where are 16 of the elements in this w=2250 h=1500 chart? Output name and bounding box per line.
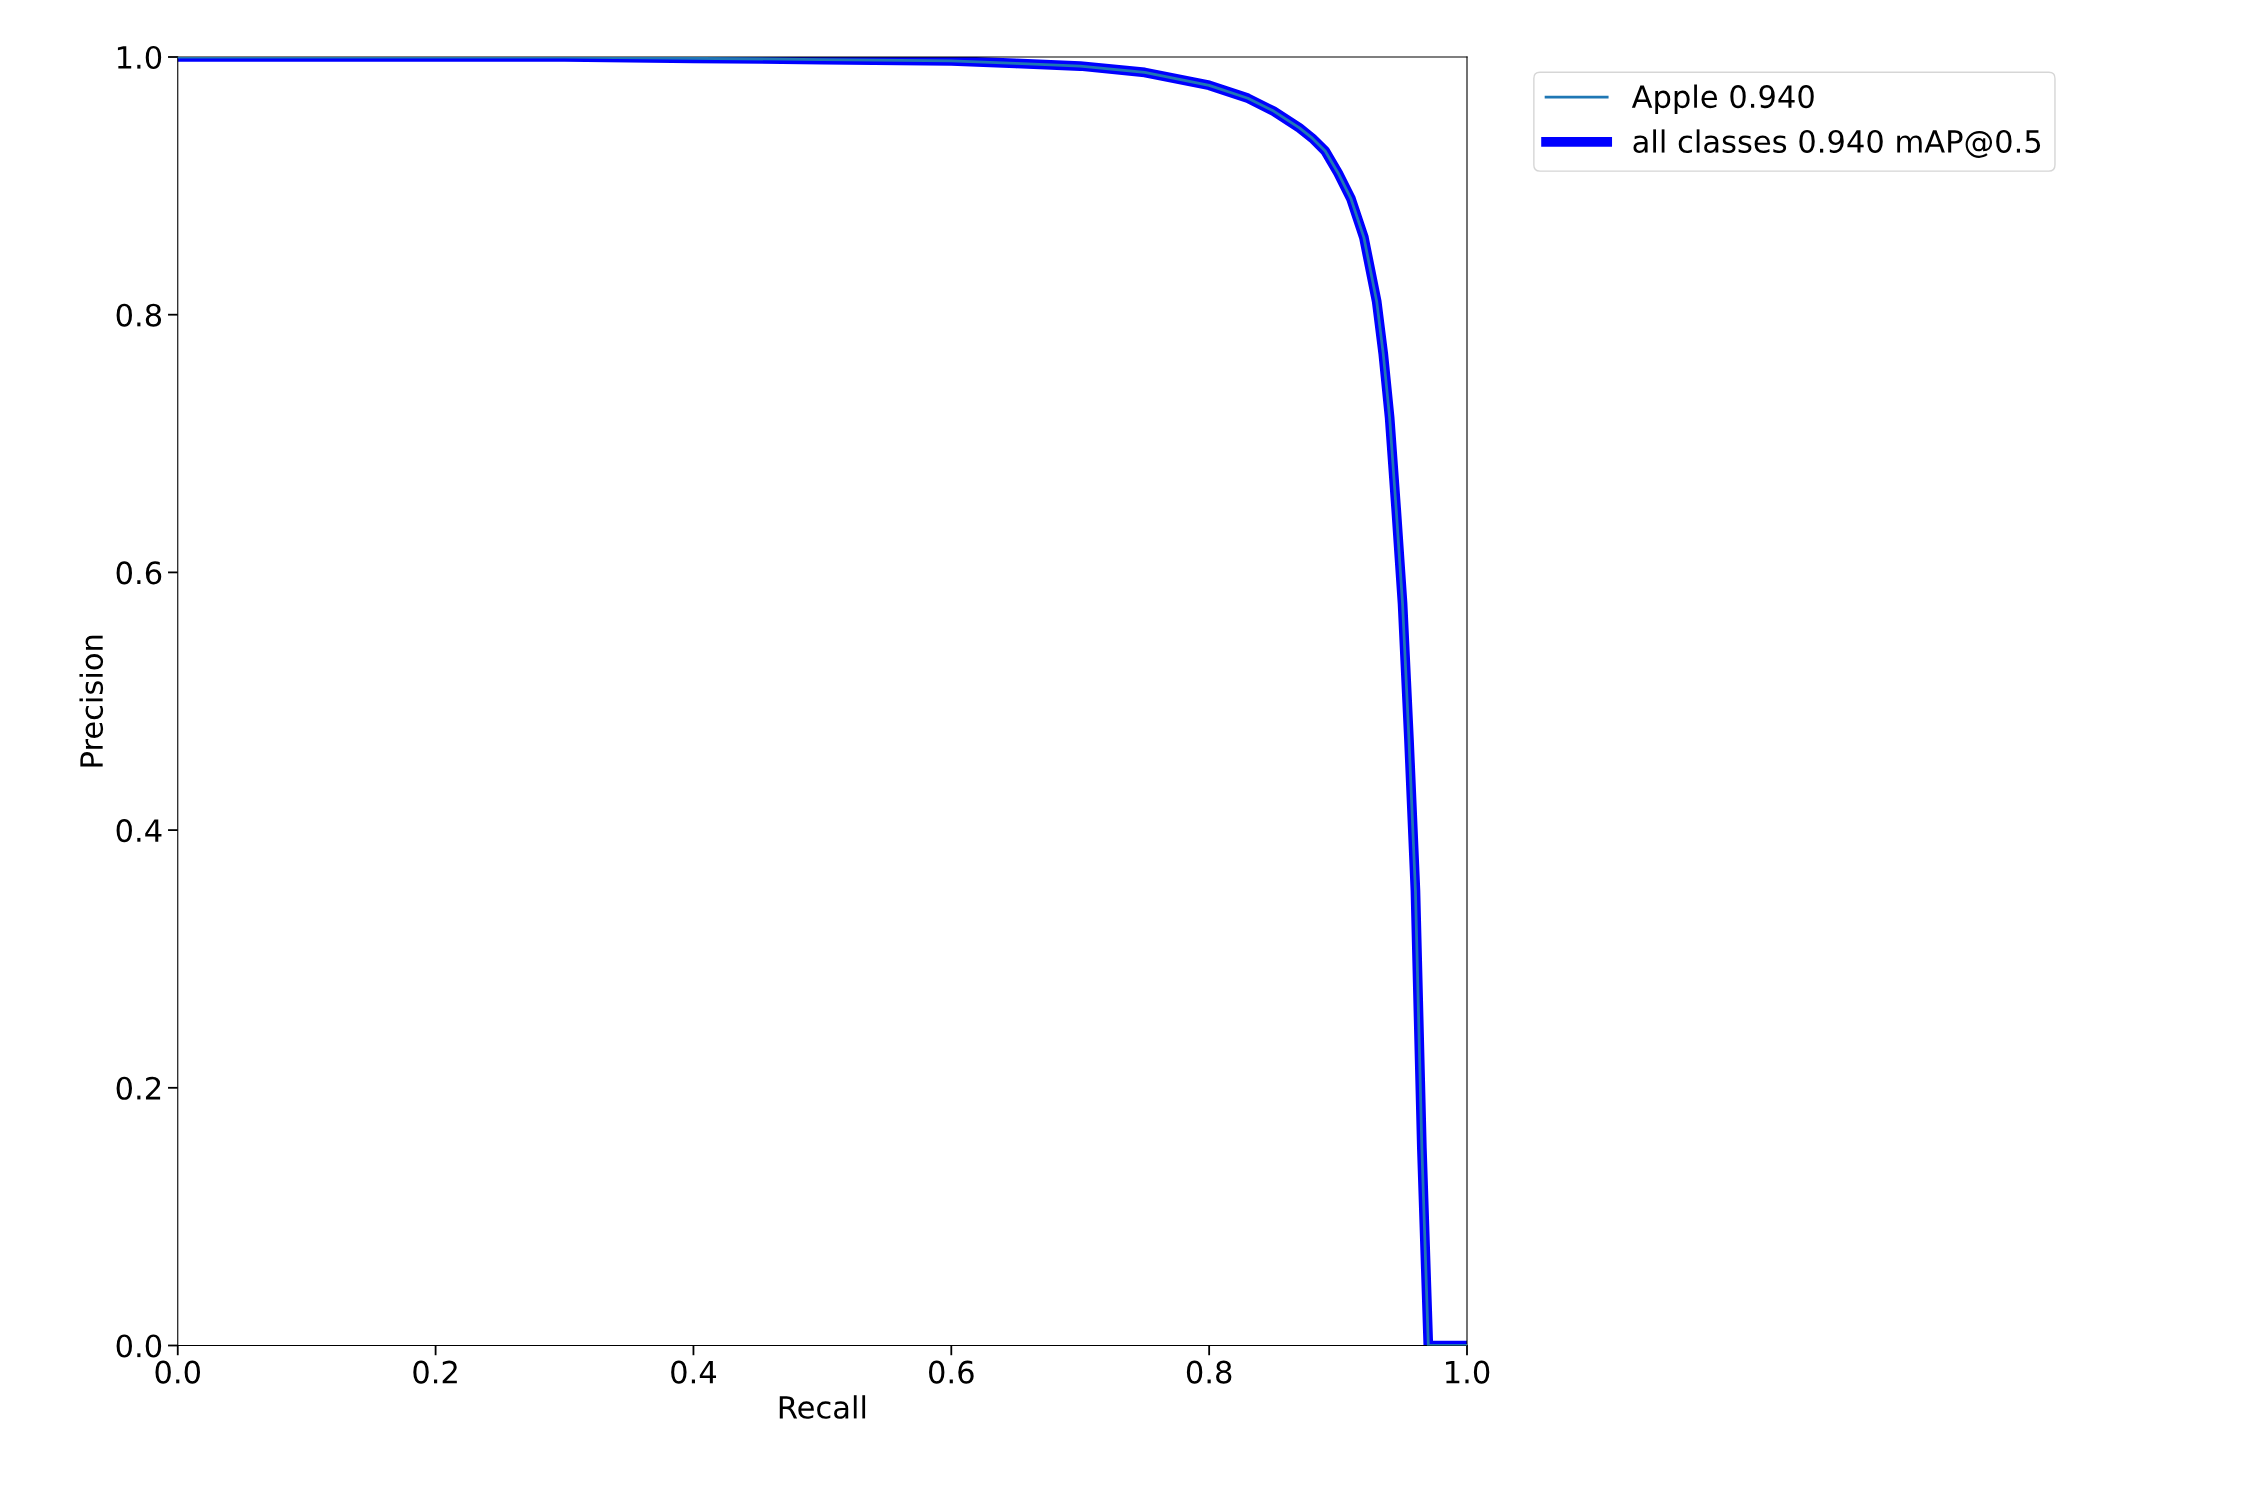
y-tick-label: 0.0 xyxy=(116,1334,162,1358)
x-tick-label: 0.4 xyxy=(671,1360,717,1384)
y-tick-label: 0.8 xyxy=(116,303,162,327)
x-axis-title: Recall xyxy=(779,1395,866,1419)
x-tick-label: 0.8 xyxy=(1186,1360,1232,1384)
y-tick-label: 1.0 xyxy=(117,45,162,70)
legend-label: Apple 0.940 xyxy=(1631,84,1814,115)
y-axis-title: Precision xyxy=(79,635,104,767)
y-tick-label: 0.2 xyxy=(116,1076,161,1100)
y-tick-label: 0.6 xyxy=(116,561,162,585)
y-tick-label: 0.4 xyxy=(116,819,162,843)
legend-label: all classes 0.940 mAP@0.5 xyxy=(1633,129,2041,158)
x-tick-label: 0.0 xyxy=(155,1360,201,1384)
x-tick-label: 0.2 xyxy=(413,1360,457,1384)
x-tick-label: 1.0 xyxy=(1446,1360,1490,1384)
x-tick-label: 0.6 xyxy=(929,1360,974,1384)
